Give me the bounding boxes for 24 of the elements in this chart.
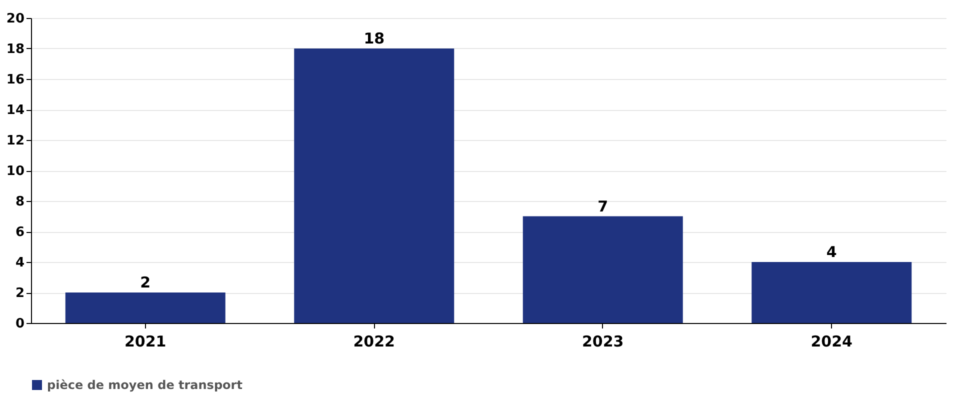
x-tick-label: 2023	[582, 332, 624, 350]
x-tick-label: 2021	[124, 332, 166, 350]
y-tick-label: 2	[15, 286, 24, 301]
y-tick-label: 20	[6, 12, 24, 26]
data-label: 2	[140, 274, 151, 292]
data-label: 4	[826, 243, 837, 261]
y-tick-label: 10	[6, 164, 24, 179]
y-tick-label: 8	[15, 194, 24, 210]
y-tick-label: 6	[15, 225, 24, 240]
data-label: 7	[598, 197, 608, 216]
bar	[65, 292, 226, 323]
y-tick-label: 16	[6, 72, 24, 88]
bar	[294, 48, 454, 323]
x-tick-label: 2024	[810, 332, 852, 350]
y-tick-label: 0	[15, 316, 24, 332]
y-tick-label: 18	[6, 42, 24, 57]
y-tick-label: 12	[6, 134, 24, 148]
bar	[522, 216, 683, 323]
y-tick-label: 4	[15, 256, 24, 270]
bar	[752, 262, 912, 323]
data-label: 18	[364, 30, 385, 48]
y-tick-label: 14	[6, 103, 24, 118]
x-tick-label: 2022	[353, 332, 395, 350]
legend-label: pièce de moyen de transport	[47, 378, 243, 392]
